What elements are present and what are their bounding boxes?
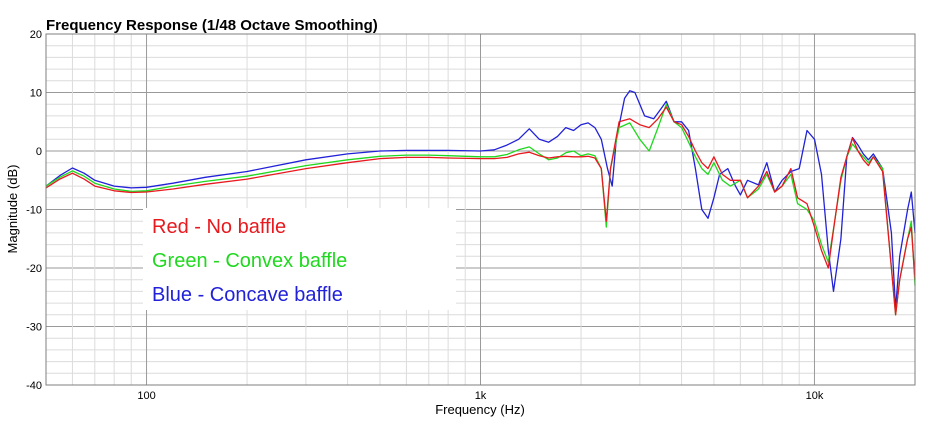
x-tick-label: 1k [475, 390, 487, 402]
legend-entry-blue: Blue - Concave baffle [152, 284, 343, 306]
x-axis-ticks: 100 1k 10k [137, 390, 823, 402]
plot-frame [45, 33, 916, 386]
chart-title: Frequency Response (1/48 Octave Smoothin… [46, 17, 378, 34]
y-axis-ticks: 20 10 0 -10 -20 -30 -40 [26, 29, 42, 392]
x-axis-label: Frequency (Hz) [435, 402, 525, 417]
x-tick-label: 10k [806, 390, 824, 402]
y-tick-label: 0 [36, 146, 42, 158]
legend-entry-green: Green - Convex baffle [152, 250, 347, 272]
y-tick-label: -20 [26, 263, 42, 275]
series-layer [45, 90, 916, 316]
legend: Red - No baffle Green - Convex baffle Bl… [143, 208, 456, 310]
series-line-2 [45, 106, 916, 316]
y-tick-label: 20 [30, 29, 42, 41]
y-tick-label: -30 [26, 322, 42, 334]
y-axis-label: Magnitude (dB) [5, 165, 20, 254]
x-tick-label: 100 [137, 390, 155, 402]
legend-entry-red: Red - No baffle [152, 216, 286, 238]
y-tick-label: 10 [30, 88, 42, 100]
series-line-0 [45, 90, 916, 310]
legend-box [143, 208, 456, 310]
y-tick-label: -40 [26, 380, 42, 392]
y-tick-label: -10 [26, 205, 42, 217]
